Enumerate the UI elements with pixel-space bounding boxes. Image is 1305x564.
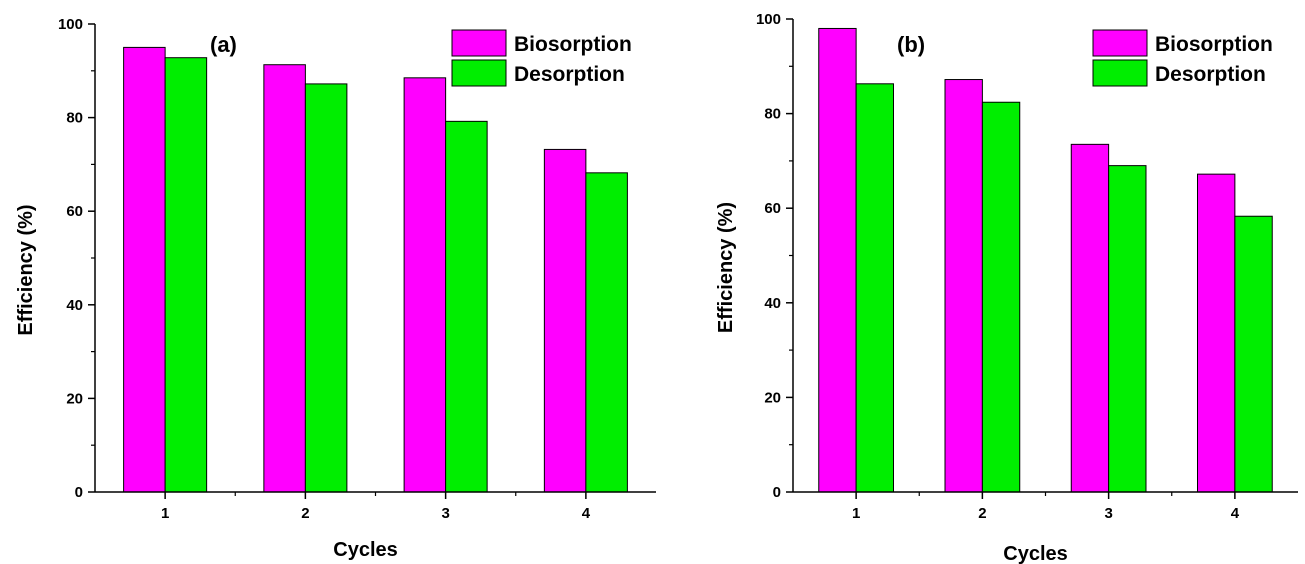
y-tick-label: 40 bbox=[66, 297, 83, 314]
bar-biosorption-cycle-2 bbox=[944, 79, 983, 493]
x-tick-label: 2 bbox=[301, 505, 309, 522]
legend-label-biosorption: Biosorption bbox=[514, 33, 632, 56]
x-tick-label: 1 bbox=[161, 505, 169, 522]
legend-label-desorption: Desorption bbox=[1155, 63, 1266, 86]
bar-desorption-cycle-2 bbox=[981, 101, 1021, 493]
legend-label-biosorption: Biosorption bbox=[1155, 33, 1273, 56]
bar-biosorption-cycle-4 bbox=[1197, 173, 1236, 493]
y-tick-label: 0 bbox=[773, 484, 781, 501]
legend-swatch-desorption bbox=[1092, 59, 1148, 87]
bar-biosorption-cycle-4 bbox=[543, 148, 587, 493]
y-tick-label: 80 bbox=[764, 106, 781, 123]
bar-desorption-cycle-1 bbox=[164, 57, 208, 493]
panel-label: (b) bbox=[897, 32, 925, 57]
x-tick-label: 4 bbox=[1231, 505, 1240, 522]
bar-desorption-cycle-1 bbox=[855, 83, 894, 493]
y-tick-label: 100 bbox=[58, 16, 83, 33]
y-tick-label: 100 bbox=[756, 11, 781, 28]
bar-biosorption-cycle-3 bbox=[403, 77, 447, 493]
y-tick-label: 60 bbox=[66, 203, 83, 220]
x-axis-title: Cycles bbox=[333, 539, 398, 561]
bar-desorption-cycle-2 bbox=[304, 83, 348, 493]
panel-label: (a) bbox=[210, 32, 237, 57]
bar-biosorption-cycle-3 bbox=[1070, 143, 1110, 493]
y-tick-label: 40 bbox=[764, 295, 781, 312]
x-tick-label: 2 bbox=[978, 505, 986, 522]
y-tick-label: 80 bbox=[66, 110, 83, 127]
bar-desorption-cycle-4 bbox=[1234, 215, 1273, 493]
legend-swatch-desorption bbox=[451, 59, 507, 87]
bar-biosorption-cycle-1 bbox=[123, 46, 166, 493]
y-tick-label: 60 bbox=[764, 200, 781, 217]
bar-biosorption-cycle-1 bbox=[818, 27, 857, 493]
y-tick-label: 20 bbox=[764, 389, 781, 406]
x-tick-label: 3 bbox=[441, 505, 449, 522]
y-tick-label: 20 bbox=[66, 390, 83, 407]
y-axis-title: Efficiency (%) bbox=[15, 204, 37, 335]
legend-swatch-biosorption bbox=[451, 29, 507, 57]
bar-desorption-cycle-3 bbox=[445, 120, 488, 493]
x-tick-label: 4 bbox=[582, 505, 591, 522]
y-axis-title: Efficiency (%) bbox=[715, 202, 737, 333]
legend-label-desorption: Desorption bbox=[514, 63, 625, 86]
x-tick-label: 3 bbox=[1104, 505, 1112, 522]
legend-swatch-biosorption bbox=[1092, 29, 1148, 57]
chart-panel-1: 0 20 40 60 80 100 1 2 3 4 Cycles Efficiency (%) (a) B… bbox=[15, 16, 656, 561]
x-axis-title: Cycles bbox=[1003, 543, 1068, 564]
bar-desorption-cycle-3 bbox=[1108, 165, 1147, 493]
chart-panel-2: 0 20 40 60 80 100 1 2 3 4 Cycles Efficiency (%) (b) B… bbox=[715, 11, 1298, 564]
bar-biosorption-cycle-2 bbox=[263, 64, 306, 493]
y-tick-label: 0 bbox=[75, 484, 83, 501]
bar-desorption-cycle-4 bbox=[585, 172, 628, 493]
x-tick-label: 1 bbox=[852, 505, 860, 522]
